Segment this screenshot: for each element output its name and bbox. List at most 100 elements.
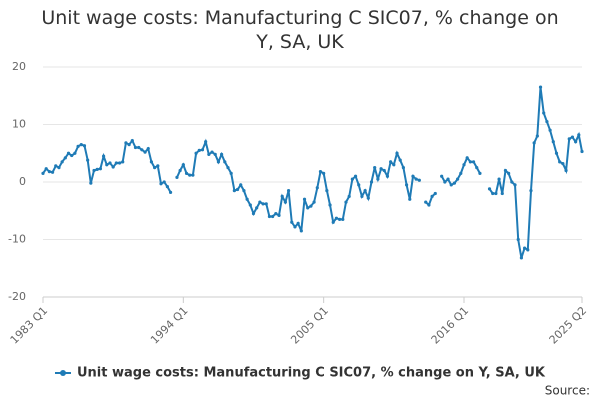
point bbox=[452, 181, 457, 185]
point bbox=[216, 160, 221, 164]
point bbox=[401, 166, 405, 170]
point bbox=[344, 200, 348, 204]
point bbox=[507, 171, 511, 175]
point bbox=[522, 246, 527, 250]
point bbox=[220, 152, 224, 156]
point bbox=[395, 151, 399, 155]
point bbox=[561, 162, 565, 166]
point bbox=[89, 181, 93, 185]
point bbox=[66, 151, 71, 155]
point bbox=[82, 144, 87, 148]
point bbox=[229, 171, 233, 175]
point bbox=[570, 135, 575, 139]
point bbox=[41, 171, 45, 175]
source: Source: bbox=[545, 384, 590, 398]
point bbox=[73, 151, 77, 155]
point bbox=[411, 174, 415, 178]
point bbox=[133, 145, 138, 150]
point bbox=[153, 166, 157, 170]
point bbox=[369, 180, 374, 184]
y-tick-label: 20 bbox=[12, 60, 26, 73]
point bbox=[302, 197, 307, 201]
point bbox=[392, 163, 396, 167]
point bbox=[353, 174, 358, 178]
point bbox=[580, 149, 584, 154]
x-tick-label: 1983 Q1 bbox=[8, 304, 51, 347]
point bbox=[443, 180, 447, 184]
point bbox=[500, 191, 504, 196]
point bbox=[318, 170, 323, 174]
point bbox=[475, 166, 479, 170]
point bbox=[264, 202, 268, 206]
series-line bbox=[42, 86, 583, 259]
point bbox=[424, 200, 428, 204]
x-tick-label: 2016 Q1 bbox=[429, 304, 472, 347]
point bbox=[338, 217, 342, 221]
point bbox=[159, 182, 163, 186]
point bbox=[162, 180, 166, 184]
point bbox=[382, 168, 386, 173]
point bbox=[471, 160, 476, 164]
point bbox=[117, 161, 122, 165]
point bbox=[465, 156, 469, 160]
point bbox=[331, 220, 335, 224]
point bbox=[427, 203, 431, 207]
point bbox=[513, 183, 517, 187]
point bbox=[194, 151, 198, 155]
point bbox=[92, 168, 96, 173]
point bbox=[417, 178, 421, 182]
point bbox=[376, 177, 380, 181]
point bbox=[274, 212, 278, 216]
point bbox=[175, 175, 179, 179]
point bbox=[577, 133, 581, 137]
point bbox=[47, 170, 51, 174]
point bbox=[105, 163, 109, 167]
point bbox=[322, 171, 326, 175]
point bbox=[408, 197, 412, 201]
point bbox=[554, 151, 559, 155]
point bbox=[389, 160, 393, 164]
point bbox=[98, 167, 103, 171]
point bbox=[204, 140, 208, 144]
point bbox=[433, 191, 437, 196]
point bbox=[242, 189, 246, 193]
point bbox=[366, 196, 370, 200]
point bbox=[181, 163, 185, 167]
point bbox=[213, 152, 217, 156]
point bbox=[76, 144, 80, 148]
point bbox=[328, 203, 332, 207]
point bbox=[280, 194, 284, 198]
point bbox=[296, 221, 300, 225]
point bbox=[414, 177, 418, 181]
point bbox=[503, 168, 508, 173]
point bbox=[121, 160, 125, 164]
point bbox=[363, 189, 367, 193]
point bbox=[558, 160, 562, 164]
point bbox=[184, 171, 189, 175]
point bbox=[143, 150, 147, 154]
point bbox=[286, 189, 291, 193]
point bbox=[510, 180, 514, 184]
point bbox=[197, 148, 201, 152]
point bbox=[542, 111, 546, 115]
x-tick-label: 2005 Q1 bbox=[288, 304, 331, 347]
point bbox=[108, 161, 112, 165]
point bbox=[191, 173, 195, 177]
point bbox=[57, 166, 61, 170]
point bbox=[290, 220, 294, 224]
legend-label: Unit wage costs: Manufacturing C SIC07, … bbox=[77, 366, 546, 381]
point bbox=[54, 164, 58, 168]
point bbox=[341, 217, 345, 221]
point bbox=[574, 140, 578, 144]
point bbox=[111, 165, 115, 169]
point bbox=[519, 256, 524, 260]
point bbox=[70, 153, 74, 158]
point bbox=[334, 216, 339, 220]
point bbox=[430, 194, 434, 198]
point bbox=[86, 158, 90, 162]
point bbox=[491, 191, 495, 196]
point bbox=[178, 168, 182, 173]
point bbox=[267, 214, 272, 219]
y-tick-label: -20 bbox=[8, 290, 26, 303]
